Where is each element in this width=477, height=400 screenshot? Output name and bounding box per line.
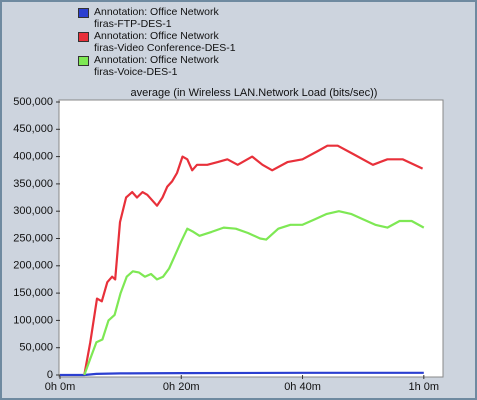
y-tick-label: 200,000 [13,260,53,272]
y-tick-label: 400,000 [13,151,53,163]
x-tick-label: 0h 0m [45,381,76,393]
y-tick-label: 300,000 [13,205,53,217]
y-tick-label: 150,000 [13,287,53,299]
legend-swatch [78,32,89,42]
x-tick-label: 0h 20m [163,381,200,393]
legend-label: Annotation: Office Network firas-Voice-D… [94,54,219,78]
plot-area [58,99,444,378]
y-tick-label: 500,000 [13,96,53,108]
y-tick-label: 350,000 [13,178,53,190]
x-tick-label: 0h 40m [284,381,321,393]
y-tick-label: 250,000 [13,232,53,244]
legend: Annotation: Office Network firas-FTP-DES… [78,6,236,78]
legend-entry: Annotation: Office Network firas-Video C… [78,30,236,54]
legend-entry: Annotation: Office Network firas-Voice-D… [78,54,236,78]
y-tick-label: 0 [47,369,53,381]
chart-title: average (in Wireless LAN.Network Load (b… [131,87,378,99]
series-line [83,144,424,376]
legend-label: Annotation: Office Network firas-Video C… [94,30,236,54]
y-tick-label: 100,000 [13,314,53,326]
legend-swatch [78,56,89,66]
series-line [83,210,425,376]
y-tick-label: 450,000 [13,123,53,135]
legend-label: Annotation: Office Network firas-FTP-DES… [94,6,219,30]
legend-entry: Annotation: Office Network firas-FTP-DES… [78,6,236,30]
legend-swatch [78,8,89,18]
x-tick-label: 1h 0m [409,381,440,393]
y-tick-label: 50,000 [19,342,53,354]
